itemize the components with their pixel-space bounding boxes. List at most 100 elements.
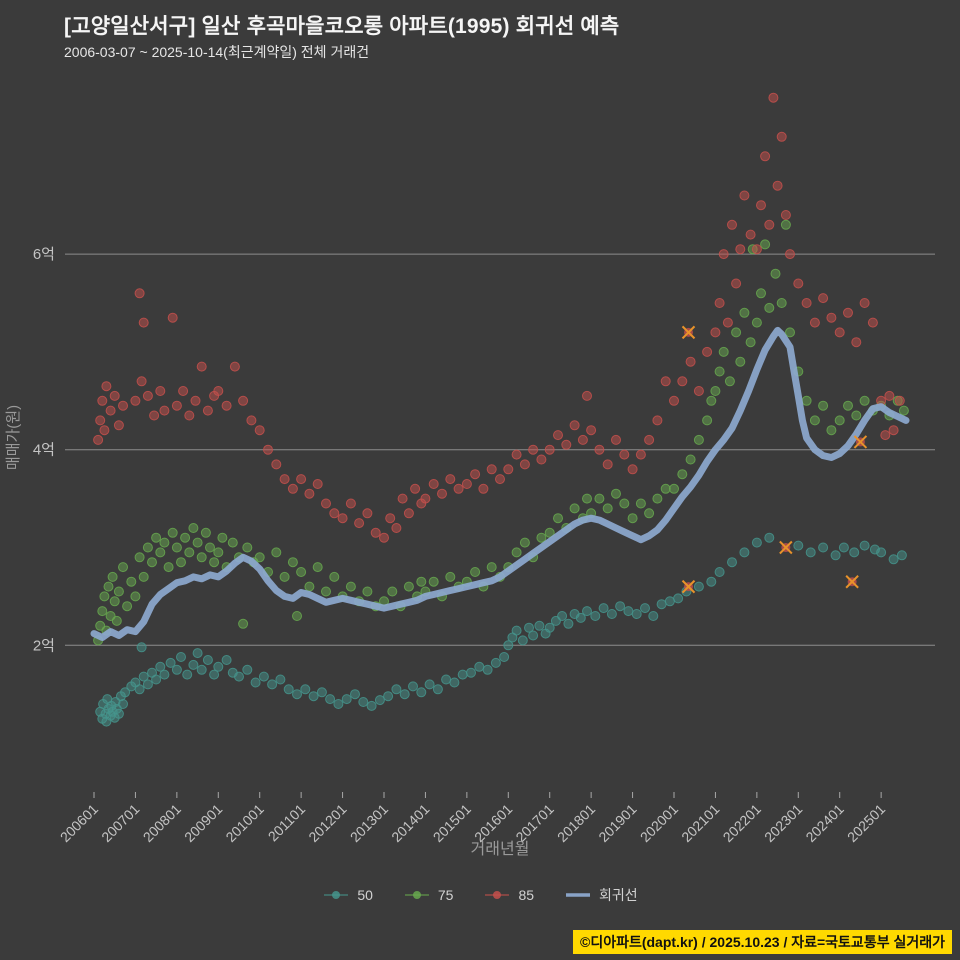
scatter-point-50 — [138, 671, 149, 682]
scatter-point-85 — [113, 420, 124, 431]
legend-line-icon — [566, 893, 591, 897]
scatter-point-75 — [416, 576, 427, 587]
scatter-point-50 — [575, 612, 586, 623]
scatter-point-75 — [111, 615, 122, 626]
x-tick-label: 201301 — [347, 801, 391, 845]
scatter-point-85 — [486, 464, 497, 475]
scatter-point-50 — [482, 664, 493, 675]
scatter-point-85 — [503, 464, 514, 475]
scatter-point-50 — [408, 681, 418, 692]
scatter-point-85 — [155, 386, 166, 396]
scatter-point-50 — [524, 622, 534, 633]
scatter-point-75 — [470, 567, 481, 577]
legend-label: 50 — [357, 887, 373, 903]
scatter-point-75 — [209, 557, 220, 568]
scatter-point-85 — [843, 307, 853, 318]
scatter-point-85 — [136, 376, 147, 387]
scatter-point-75 — [163, 562, 174, 573]
scatter-point-85 — [669, 395, 679, 406]
scatter-point-85 — [229, 361, 240, 372]
scatter-point-85 — [772, 180, 783, 191]
scatter-point-85 — [478, 483, 489, 494]
legend-item-75[interactable]: 75 — [403, 887, 453, 903]
cancelled-x-icon — [853, 435, 868, 449]
legend-dot-icon — [485, 891, 510, 899]
scatter-point-75 — [188, 523, 199, 533]
scatter-point-75 — [710, 386, 721, 396]
scatter-point-85 — [760, 151, 771, 162]
scatter-point-85 — [202, 405, 213, 416]
scatter-point-50 — [623, 606, 634, 617]
scatter-point-50 — [341, 694, 352, 705]
scatter-point-50 — [196, 664, 207, 675]
x-tick-label: 200701 — [98, 801, 142, 845]
scatter-point-50 — [563, 618, 574, 629]
scatter-point-75 — [113, 586, 124, 597]
scatter-point-85 — [834, 327, 845, 338]
scatter-point-75 — [801, 395, 812, 406]
scatter-point-75 — [213, 547, 224, 558]
scatter-point-75 — [611, 488, 621, 499]
scatter-point-75 — [292, 611, 302, 621]
scatter-point-50 — [188, 659, 199, 670]
scatter-point-85 — [246, 415, 257, 426]
scatter-point-85 — [403, 508, 414, 519]
scatter-point-75 — [594, 493, 605, 504]
scatter-point-75 — [745, 337, 756, 348]
x-tick-label: 202301 — [761, 801, 805, 845]
x-tick-label: 202201 — [720, 801, 764, 845]
scatter-point-50 — [714, 567, 725, 577]
scatter-point-50 — [155, 661, 166, 672]
scatter-point-50 — [490, 657, 501, 668]
x-tick-label: 202001 — [637, 801, 681, 845]
scatter-point-85 — [793, 278, 804, 289]
scatter-point-75 — [118, 562, 128, 573]
scatter-point-50 — [292, 689, 302, 700]
legend-item-85[interactable]: 85 — [483, 887, 534, 903]
scatter-point-75 — [770, 268, 781, 279]
scatter-point-75 — [756, 288, 766, 299]
scatter-point-85 — [710, 327, 721, 338]
scatter-point-75 — [200, 527, 211, 538]
scatter-point-75 — [834, 415, 845, 426]
scatter-point-85 — [519, 459, 530, 470]
scatter-point-85 — [178, 386, 189, 396]
scatter-point-75 — [362, 586, 373, 597]
scatter-point-50 — [640, 603, 650, 614]
scatter-point-85 — [731, 278, 742, 289]
legend-item-50[interactable]: 50 — [322, 887, 373, 903]
scatter-point-75 — [217, 532, 228, 543]
scatter-point-75 — [627, 513, 638, 524]
scatter-point-75 — [602, 503, 613, 514]
scatter-point-75 — [126, 576, 137, 587]
x-tick-label: 201001 — [222, 801, 266, 845]
scatter-point-75 — [859, 395, 870, 406]
scatter-point-50 — [165, 657, 176, 668]
scatter-point-85 — [354, 518, 365, 529]
scatter-point-85 — [888, 425, 899, 436]
scatter-point-75 — [851, 410, 862, 421]
scatter-point-75 — [227, 537, 238, 548]
scatter-point-50 — [606, 609, 617, 619]
scatter-point-50 — [739, 547, 750, 558]
scatter-point-85 — [764, 219, 775, 230]
scatter-point-75 — [714, 366, 725, 377]
legend-item-회귀선[interactable]: 회귀선 — [564, 885, 638, 905]
scatter-point-50 — [118, 699, 128, 709]
scatter-point-50 — [441, 674, 452, 685]
scatter-point-75 — [151, 532, 162, 543]
scatter-point-75 — [304, 581, 315, 592]
scatter-point-85 — [594, 444, 605, 455]
scatter-point-75 — [167, 527, 178, 538]
scatter-point-50 — [234, 671, 244, 682]
scatter-point-50 — [896, 550, 907, 561]
x-tick-label: 200601 — [57, 801, 101, 845]
scatter-point-50 — [876, 547, 887, 558]
scatter-point-85 — [379, 532, 389, 543]
scatter-point-75 — [826, 425, 837, 436]
scatter-point-50 — [830, 550, 841, 561]
x-tick-label: 201501 — [430, 801, 474, 845]
scatter-point-50 — [517, 635, 528, 646]
cancelled-x-icon — [681, 579, 696, 594]
scatter-point-50 — [182, 669, 193, 680]
